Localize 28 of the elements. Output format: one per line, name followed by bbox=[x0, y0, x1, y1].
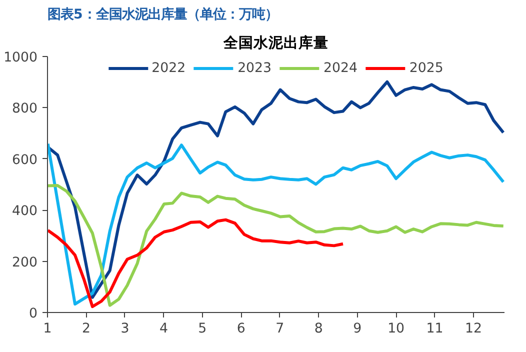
x-tick-label: 5 bbox=[198, 322, 207, 336]
x-tick-label: 7 bbox=[276, 322, 284, 336]
chart-title: 图表5：全国水泥出库量（单位：万吨） bbox=[48, 6, 278, 22]
x-tick-label: 1 bbox=[43, 322, 52, 336]
x-tick-label: 12 bbox=[465, 322, 482, 336]
line-series bbox=[48, 142, 504, 306]
line-series bbox=[48, 218, 344, 308]
line-series bbox=[48, 80, 504, 299]
x-tick-label: 10 bbox=[388, 322, 405, 336]
x-tick-label: 3 bbox=[120, 322, 130, 336]
x-tick-label: 4 bbox=[159, 322, 168, 336]
legend-label: 2022 bbox=[152, 60, 186, 76]
legend-label: 2024 bbox=[324, 60, 358, 76]
y-tick-label: 200 bbox=[12, 255, 38, 270]
y-tick-label: 800 bbox=[12, 102, 38, 117]
legend-label: 2025 bbox=[409, 60, 444, 76]
x-tick-label: 2 bbox=[82, 322, 90, 336]
y-tick-label: 0 bbox=[29, 306, 38, 322]
x-tick-label: 6 bbox=[236, 322, 246, 336]
chart-subtitle: 全国水泥出库量 bbox=[222, 34, 328, 52]
x-tick-label: 11 bbox=[426, 322, 444, 336]
y-tick-label: 1000 bbox=[4, 50, 38, 66]
legend-label: 2023 bbox=[238, 60, 272, 76]
y-tick-label: 400 bbox=[12, 204, 38, 220]
x-tick-label: 8 bbox=[314, 322, 323, 336]
y-tick-label: 600 bbox=[12, 152, 38, 168]
line-series bbox=[48, 184, 504, 307]
x-tick-label: 9 bbox=[353, 322, 362, 336]
